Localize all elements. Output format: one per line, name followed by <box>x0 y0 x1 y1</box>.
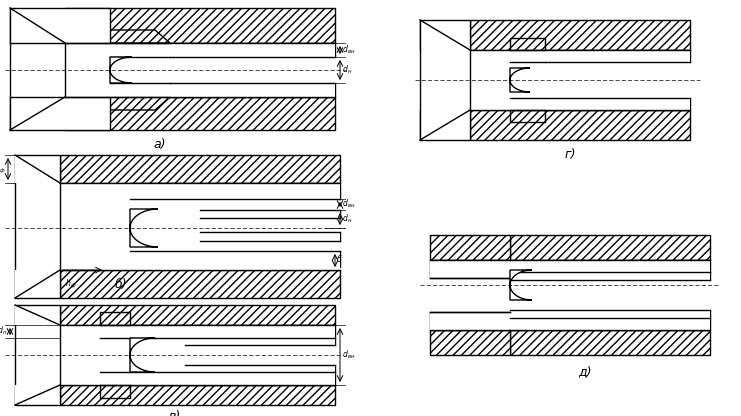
Bar <box>60 305 335 325</box>
Bar <box>110 43 170 57</box>
Bar <box>60 325 335 385</box>
Bar <box>130 199 340 251</box>
Bar <box>545 62 690 98</box>
Bar <box>130 240 200 251</box>
Bar <box>510 310 710 318</box>
Bar <box>65 8 335 43</box>
Polygon shape <box>420 20 470 50</box>
Text: $d_{\,вн}$: $d_{\,вн}$ <box>342 44 356 56</box>
Bar <box>60 385 335 405</box>
Bar <box>470 50 690 110</box>
Bar <box>65 97 335 130</box>
Polygon shape <box>510 68 530 92</box>
Polygon shape <box>510 110 545 122</box>
Polygon shape <box>15 270 60 298</box>
Polygon shape <box>420 110 470 140</box>
Bar <box>470 110 690 140</box>
Polygon shape <box>510 38 545 50</box>
Bar <box>100 325 130 338</box>
Bar <box>545 50 690 62</box>
Bar <box>200 218 340 232</box>
Polygon shape <box>130 338 155 372</box>
Bar <box>545 98 690 110</box>
Bar <box>100 372 130 385</box>
Bar <box>420 20 470 140</box>
Bar <box>510 280 710 310</box>
Bar <box>130 199 200 210</box>
Text: б: б <box>337 255 342 265</box>
Polygon shape <box>110 30 170 43</box>
Bar <box>185 365 335 372</box>
Bar <box>510 330 710 355</box>
Polygon shape <box>110 57 132 83</box>
Bar <box>430 260 510 278</box>
Bar <box>170 83 335 97</box>
Bar <box>130 183 340 199</box>
Bar <box>430 312 510 330</box>
Text: в): в) <box>169 410 181 416</box>
Bar <box>510 260 710 272</box>
Bar <box>60 183 340 270</box>
Bar <box>185 345 335 365</box>
Polygon shape <box>15 305 60 325</box>
Polygon shape <box>10 8 110 130</box>
Text: б): б) <box>115 278 127 291</box>
Text: $D_{\,ф}$: $D_{\,ф}$ <box>0 163 6 176</box>
Bar <box>170 43 335 57</box>
Bar <box>510 260 710 330</box>
Bar <box>510 272 710 280</box>
Text: $d_{\,вн}$: $d_{\,вн}$ <box>342 198 356 210</box>
Bar <box>430 330 510 355</box>
Polygon shape <box>10 8 65 43</box>
Bar <box>510 235 710 260</box>
Bar <box>65 43 335 97</box>
Text: $d_{\,п}$: $d_{\,п}$ <box>0 325 8 337</box>
Bar <box>15 155 60 298</box>
Polygon shape <box>15 385 60 405</box>
Polygon shape <box>100 312 130 325</box>
Bar <box>430 278 510 312</box>
Polygon shape <box>15 155 60 183</box>
Bar <box>130 372 335 385</box>
Bar <box>430 235 510 260</box>
Text: д): д) <box>578 365 592 378</box>
Bar <box>510 98 545 110</box>
Bar <box>510 272 710 318</box>
Polygon shape <box>100 385 130 398</box>
Text: $h_{\,ф}$: $h_{\,ф}$ <box>65 278 77 291</box>
Bar <box>60 270 340 298</box>
Polygon shape <box>510 270 532 300</box>
Bar <box>510 50 545 62</box>
Polygon shape <box>10 97 65 130</box>
Bar <box>130 338 335 372</box>
Bar <box>130 251 340 267</box>
Text: а): а) <box>153 138 166 151</box>
Bar <box>110 83 170 97</box>
Text: г): г) <box>564 148 576 161</box>
Bar <box>170 57 335 83</box>
Text: $d_{\,н}$: $d_{\,н}$ <box>342 64 353 76</box>
Text: $d_{\,вн}$: $d_{\,вн}$ <box>342 349 356 361</box>
Bar <box>130 325 335 338</box>
Polygon shape <box>130 209 158 247</box>
Bar <box>430 260 510 330</box>
Bar <box>470 20 690 50</box>
Bar <box>185 338 335 345</box>
Polygon shape <box>110 97 170 110</box>
Text: $d_{\,н}$: $d_{\,н}$ <box>342 213 353 225</box>
Bar <box>200 232 340 241</box>
Bar <box>200 210 340 218</box>
Bar <box>430 278 510 312</box>
Bar <box>60 155 340 183</box>
Bar <box>15 305 60 405</box>
Bar <box>510 318 710 330</box>
